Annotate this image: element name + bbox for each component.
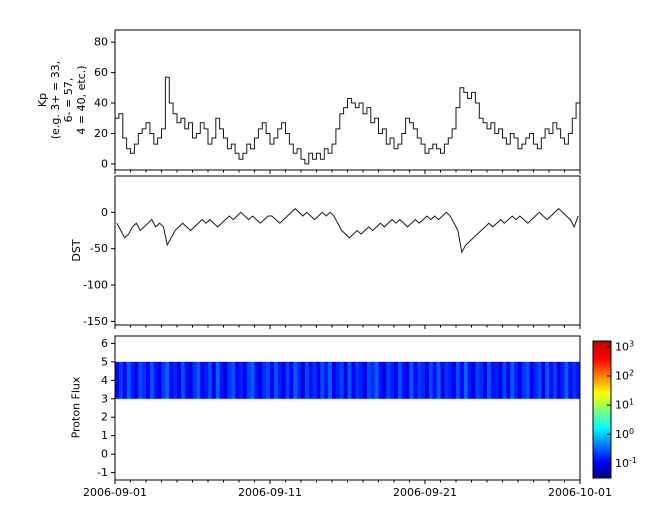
- colorbar-tick-label: 100: [615, 427, 634, 441]
- dst-index-x-ticks: [114, 325, 581, 329]
- svg-text:-1: -1: [97, 466, 108, 479]
- proton-flux-axis-label: Proton Flux: [69, 376, 83, 439]
- kp-index-trace: [115, 76, 580, 165]
- kp-axis-label-line3: 6- = 57,: [62, 77, 75, 123]
- kp-axis-label-line1: Kp: [36, 92, 49, 108]
- svg-text:3: 3: [101, 392, 108, 405]
- proton-flux-panel: -1 0 1 2 3 4 5 6: [97, 335, 581, 484]
- dst-axis-label: DST: [70, 239, 83, 262]
- svg-text:4: 4: [101, 374, 108, 387]
- kp-axis-label: Kp (e.g. 3+ = 33, 6- = 57, 4 = 40, etc.): [36, 25, 88, 175]
- svg-text:-150: -150: [83, 315, 108, 328]
- kp-axis-label-line4: 4 = 40, etc.): [75, 65, 88, 135]
- proton-flux-panel-border: [114, 335, 581, 481]
- colorbar-tick-label: 103: [615, 339, 634, 353]
- svg-text:6: 6: [101, 337, 108, 350]
- dst-index-trace: [116, 208, 579, 254]
- colorbar-tick-label: 102: [615, 368, 634, 382]
- x-tick-label-2006-09-11: 2006-09-11: [238, 486, 302, 499]
- proton-flux-y-ticks: -1 0 1 2 3 4 5 6: [97, 337, 115, 479]
- x-tick-label-2006-10-01: 2006-10-01: [548, 486, 612, 499]
- svg-text:40: 40: [94, 97, 108, 110]
- colorbar-gradient: [592, 340, 612, 479]
- svg-text:1: 1: [101, 429, 108, 442]
- proton-flux-x-ticks: [114, 480, 581, 484]
- dst-index-panel-border: [114, 175, 581, 326]
- svg-text:0: 0: [101, 157, 108, 170]
- svg-text:60: 60: [94, 66, 108, 79]
- colorbar-tick-label: 101: [615, 398, 634, 412]
- kp-index-panel: 0 20 40 60 80: [94, 29, 581, 174]
- x-tick-label-2006-09-01: 2006-09-01: [83, 486, 147, 499]
- kp-index-y-ticks: 0 20 40 60 80: [94, 36, 115, 170]
- svg-text:2: 2: [101, 411, 108, 424]
- kp-index-x-ticks: [114, 170, 581, 174]
- colorbar: 103 102 101 100 10-1: [592, 339, 637, 479]
- dst-index-y-ticks: 0 -50 -100 -150: [83, 206, 115, 328]
- svg-text:20: 20: [94, 127, 108, 140]
- dst-index-panel: 0 -50 -100 -150: [83, 175, 581, 329]
- colorbar-tick-label: 10-1: [615, 456, 637, 470]
- svg-text:-100: -100: [83, 279, 108, 292]
- svg-text:0: 0: [101, 206, 108, 219]
- svg-text:80: 80: [94, 36, 108, 49]
- svg-text:0: 0: [101, 448, 108, 461]
- svg-text:5: 5: [101, 355, 108, 368]
- x-tick-label-2006-09-21: 2006-09-21: [393, 486, 457, 499]
- kp-axis-label-line2: (e.g. 3+ = 33,: [49, 60, 62, 140]
- svg-text:-50: -50: [90, 242, 108, 255]
- proton-flux-band: [115, 361, 581, 399]
